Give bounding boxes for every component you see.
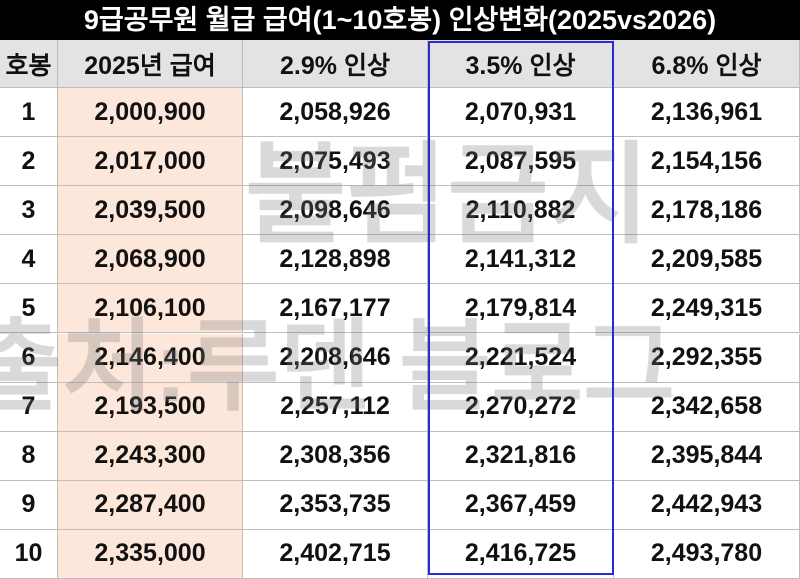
salary-cell: 2,367,459 [428,480,614,530]
header-cell: 2025년 급여 [58,40,243,88]
step-cell: 10 [0,529,58,579]
header-cell: 3.5% 인상 [428,40,614,88]
salary-cell: 2,353,735 [243,480,428,530]
step-cell: 5 [0,284,58,334]
salary-cell: 2,167,177 [243,284,428,334]
salary-cell: 2,270,272 [428,382,614,432]
step-cell: 1 [0,88,58,138]
salary-cell: 2,179,814 [428,284,614,334]
salary-cell: 2,257,112 [243,382,428,432]
step-cell: 6 [0,333,58,383]
salary-cell: 2,068,900 [58,235,243,285]
salary-cell: 2,249,315 [614,284,800,334]
salary-cell: 2,039,500 [58,186,243,236]
salary-cell: 2,243,300 [58,431,243,481]
salary-cell: 2,141,312 [428,235,614,285]
step-cell: 3 [0,186,58,236]
salary-cell: 2,106,100 [58,284,243,334]
salary-cell: 2,416,725 [428,529,614,579]
salary-cell: 2,098,646 [243,186,428,236]
salary-cell: 2,110,882 [428,186,614,236]
salary-cell: 2,209,585 [614,235,800,285]
salary-cell: 2,335,000 [58,529,243,579]
salary-cell: 2,321,816 [428,431,614,481]
header-cell: 2.9% 인상 [243,40,428,88]
salary-cell: 2,287,400 [58,480,243,530]
step-cell: 4 [0,235,58,285]
salary-cell: 2,070,931 [428,88,614,138]
salary-cell: 2,017,000 [58,137,243,187]
salary-cell: 2,292,355 [614,333,800,383]
header-cell: 6.8% 인상 [614,40,800,88]
salary-cell: 2,342,658 [614,382,800,432]
salary-cell: 2,208,646 [243,333,428,383]
salary-cell: 2,442,943 [614,480,800,530]
salary-cell: 2,075,493 [243,137,428,187]
header-cell: 호봉 [0,40,58,88]
step-cell: 7 [0,382,58,432]
step-cell: 2 [0,137,58,187]
salary-cell: 2,221,524 [428,333,614,383]
step-cell: 8 [0,431,58,481]
salary-cell: 2,128,898 [243,235,428,285]
salary-cell: 2,136,961 [614,88,800,138]
salary-cell: 2,154,156 [614,137,800,187]
salary-cell: 2,395,844 [614,431,800,481]
salary-cell: 2,058,926 [243,88,428,138]
salary-cell: 2,193,500 [58,382,243,432]
step-cell: 9 [0,480,58,530]
title: 9급공무원 월급 급여(1~10호봉) 인상변화(2025vs2026) [0,0,800,40]
salary-cell: 2,178,186 [614,186,800,236]
salary-cell: 2,308,356 [243,431,428,481]
salary-cell: 2,000,900 [58,88,243,138]
salary-cell: 2,146,400 [58,333,243,383]
salary-cell: 2,087,595 [428,137,614,187]
salary-cell: 2,493,780 [614,529,800,579]
salary-cell: 2,402,715 [243,529,428,579]
